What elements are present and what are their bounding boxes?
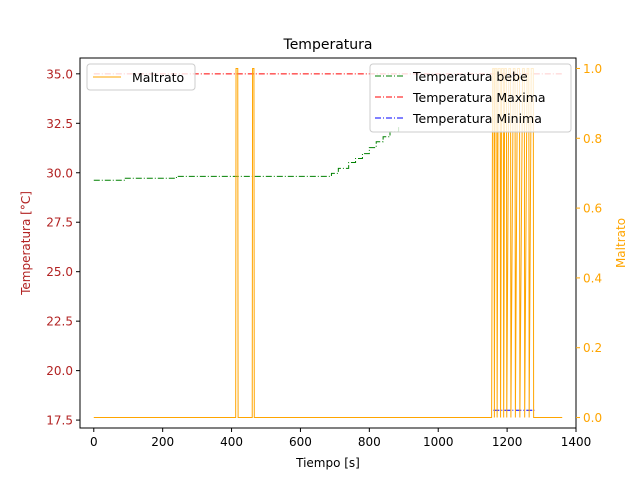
legend-right: Temperatura bebe Temperatura Maxima Temp…	[369, 63, 572, 133]
x-tick-label: 600	[289, 435, 312, 449]
y-left-tick-label: 35.0	[46, 67, 73, 81]
y-right-axis-ticks: 0.0 0.2 0.4 0.6 0.8 1.0	[576, 62, 602, 425]
y-right-tick-label: 0.4	[583, 271, 602, 285]
legend-right-box	[369, 63, 572, 133]
legend-label-minima: Temperatura Minima	[412, 111, 542, 126]
x-tick-label: 1200	[492, 435, 523, 449]
y-left-tick-label: 17.5	[46, 414, 73, 428]
y-left-tick-label: 20.0	[46, 364, 73, 378]
y-left-tick-label: 27.5	[46, 216, 73, 230]
plot-frame	[79, 57, 577, 429]
y-right-tick-label: 0.8	[583, 132, 602, 146]
x-tick-label: 400	[220, 435, 243, 449]
x-tick-label: 200	[151, 435, 174, 449]
y-left-tick-label: 32.5	[46, 117, 73, 131]
x-tick-label: 800	[358, 435, 381, 449]
legend-label-maxima: Temperatura Maxima	[412, 90, 546, 105]
y-right-tick-label: 0.0	[583, 411, 602, 425]
y-left-tick-label: 25.0	[46, 265, 73, 279]
x-axis-label: Tiempo [s]	[295, 456, 360, 470]
chart-title: Temperatura	[283, 37, 373, 53]
legend-label-maltrato: Maltrato	[132, 70, 184, 85]
x-tick-label: 0	[90, 435, 98, 449]
y-right-axis-label: Maltrato	[614, 218, 628, 268]
y-left-axis-label: Temperatura [°C]	[19, 191, 33, 296]
x-axis-ticks: 0 200 400 600 800 1000 1200 1400	[90, 428, 591, 449]
x-tick-label: 1400	[561, 435, 592, 449]
y-right-tick-label: 0.2	[583, 341, 602, 355]
series-line-maltrato	[93, 67, 563, 419]
y-left-axis-ticks: 17.5 20.0 22.5 25.0 27.5 30.0 32.5 35.0	[46, 67, 80, 428]
legend-label-bebe: Temperatura bebe	[412, 69, 528, 84]
y-left-tick-label: 22.5	[46, 315, 73, 329]
legend-left: Maltrato	[86, 63, 196, 91]
x-tick-label: 1000	[423, 435, 454, 449]
series-line-temperatura-bebe	[93, 126, 400, 181]
y-left-tick-label: 30.0	[46, 166, 73, 180]
y-right-tick-label: 0.6	[583, 202, 602, 216]
y-right-tick-label: 1.0	[583, 62, 602, 76]
legend-left-box	[86, 63, 196, 91]
